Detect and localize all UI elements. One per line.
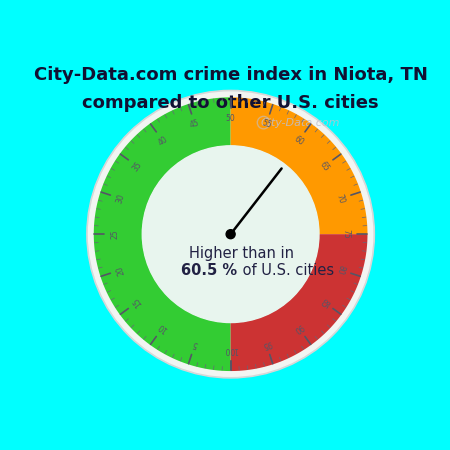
Text: 75: 75 [342,230,351,239]
Text: 70: 70 [335,193,346,205]
Text: 60: 60 [292,135,305,147]
Text: 45: 45 [189,119,201,130]
Circle shape [142,146,319,323]
Text: Higher than in: Higher than in [189,246,293,261]
Text: 90: 90 [292,321,305,334]
Polygon shape [94,97,230,371]
Text: 80: 80 [335,264,346,276]
Circle shape [89,92,373,376]
Text: 100: 100 [223,345,238,354]
Text: 25: 25 [111,230,120,239]
Text: 65: 65 [317,160,330,173]
Text: of U.S. cities: of U.S. cities [238,263,334,278]
Text: 85: 85 [318,296,330,309]
Text: 30: 30 [115,193,126,205]
Text: 10: 10 [156,321,169,334]
Text: City-Data.com: City-Data.com [260,118,340,128]
Text: compared to other U.S. cities: compared to other U.S. cities [82,94,379,112]
Text: 40: 40 [156,135,169,147]
Circle shape [226,230,235,238]
Circle shape [87,90,374,378]
Text: 55: 55 [260,119,272,130]
Text: 95: 95 [260,338,272,350]
Text: 20: 20 [115,264,126,276]
Text: City-Data.com crime index in Niota, TN: City-Data.com crime index in Niota, TN [34,66,428,84]
Text: 60.5 %: 60.5 % [181,263,238,278]
Text: 35: 35 [131,160,144,173]
Polygon shape [230,97,368,234]
Polygon shape [230,234,368,371]
Text: 5: 5 [191,339,199,349]
Text: 50: 50 [226,114,235,123]
Text: 15: 15 [131,296,144,309]
